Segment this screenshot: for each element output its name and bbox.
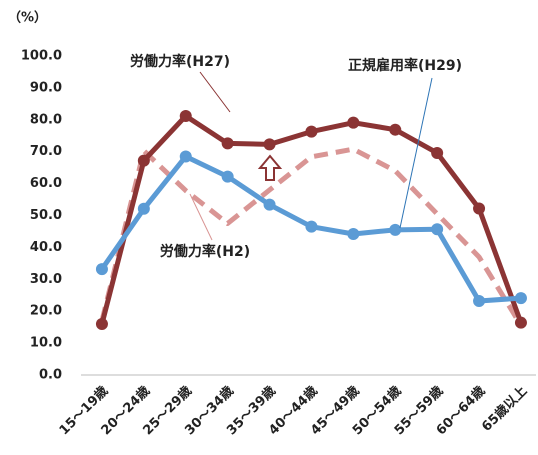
point xyxy=(514,316,527,329)
point xyxy=(347,116,360,129)
point xyxy=(389,123,402,136)
point xyxy=(95,317,108,330)
y-tick-label: 20.0 xyxy=(30,304,62,319)
point xyxy=(179,109,192,122)
leader-line xyxy=(199,71,231,113)
leader-line xyxy=(189,193,213,241)
point xyxy=(137,202,150,215)
y-tick-label: 90.0 xyxy=(30,80,62,95)
point xyxy=(221,170,234,183)
point xyxy=(137,154,150,167)
series-label: 労働力率(H2) xyxy=(160,243,250,260)
point xyxy=(514,292,527,305)
point xyxy=(179,150,192,163)
y-tick-label: 70.0 xyxy=(30,144,62,159)
series-line xyxy=(99,113,524,325)
point xyxy=(473,294,486,307)
y-tick-label: 60.0 xyxy=(30,176,62,191)
y-tick-label: 50.0 xyxy=(30,208,62,223)
y-axis-label: （%） xyxy=(8,10,47,26)
y-tick-label: 30.0 xyxy=(30,272,62,287)
point xyxy=(95,263,108,276)
series-line xyxy=(99,146,524,327)
x-tick-label: 65歳以上 xyxy=(479,383,531,435)
y-tick-label: 10.0 xyxy=(30,336,62,351)
y-tick-label: 100.0 xyxy=(21,49,62,64)
point xyxy=(305,220,318,233)
y-tick-label: 40.0 xyxy=(30,240,62,255)
point xyxy=(431,146,444,159)
point xyxy=(221,137,234,150)
series-label: 正規雇用率(H29) xyxy=(348,57,462,74)
point xyxy=(263,198,276,211)
leader-line xyxy=(399,77,433,229)
point xyxy=(389,223,402,236)
series-label: 労働力率(H27) xyxy=(130,53,230,70)
point xyxy=(347,228,360,241)
y-tick-label: 0.0 xyxy=(39,368,62,383)
point xyxy=(305,125,318,138)
y-tick-label: 80.0 xyxy=(30,112,62,127)
arrow-icon xyxy=(257,154,283,181)
point xyxy=(431,223,444,236)
point xyxy=(263,138,276,151)
point xyxy=(473,202,486,215)
